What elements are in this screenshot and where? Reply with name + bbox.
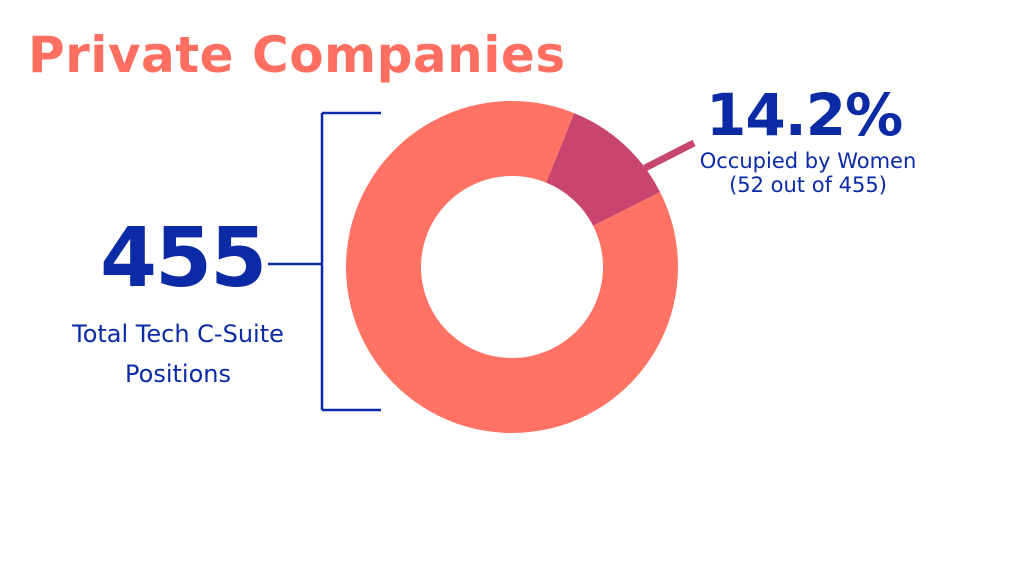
donut-slices [346, 101, 678, 433]
total-bracket [268, 111, 381, 412]
slice-women [546, 113, 661, 226]
total-positions-label: Total Tech C-Suite Positions [56, 314, 300, 394]
women-callout-label: Occupied by Women (52 out of 455) [680, 149, 936, 197]
slice-other [346, 101, 678, 433]
callout-line-1: Occupied by Women [699, 149, 917, 173]
callout-leader-line [643, 139, 696, 172]
total-label-line-2: Positions [125, 360, 231, 388]
callout-line-2: (52 out of 455) [729, 173, 887, 197]
total-label-line-1: Total Tech C-Suite [72, 320, 284, 348]
chart-title: Private Companies [28, 26, 566, 84]
women-percent-value: 14.2% [706, 81, 903, 149]
total-positions-value: 455 [100, 211, 267, 306]
